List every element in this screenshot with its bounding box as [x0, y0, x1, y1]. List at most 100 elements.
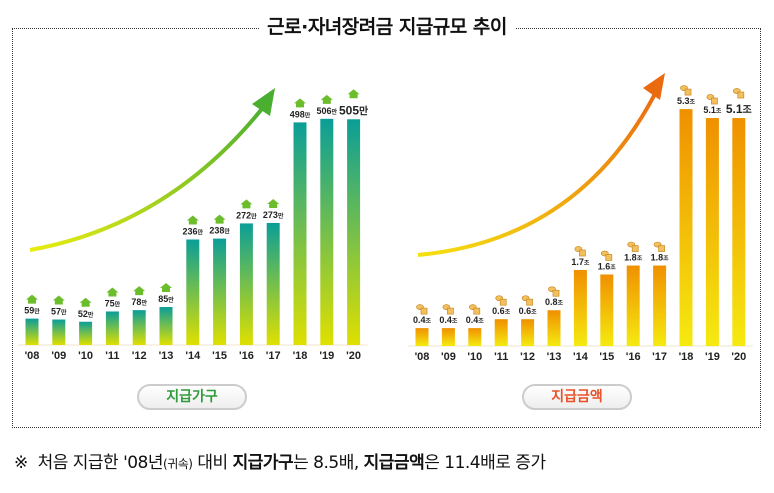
- footnote-bold2: 지급금액: [363, 453, 425, 473]
- footnote-text3: 는 8.5배,: [293, 453, 364, 473]
- footnote-paren: (귀속): [163, 457, 193, 471]
- coins-icon-stack: [420, 307, 428, 315]
- house-icon: [160, 283, 172, 293]
- bar-20: [732, 118, 746, 346]
- x-tick-label: '18: [679, 351, 694, 363]
- x-tick-label: '18: [293, 350, 308, 362]
- x-tick-label: '17: [652, 351, 667, 363]
- coins-icon-stack: [579, 249, 586, 257]
- footnote-bold1: 지급가구: [232, 453, 294, 473]
- house-icon: [347, 89, 360, 99]
- data-label: 0.6조: [492, 306, 511, 316]
- x-tick-label: '20: [731, 351, 746, 363]
- x-tick-label: '09: [441, 351, 456, 363]
- legend-households-label: 지급가구: [166, 389, 218, 405]
- x-tick-label: '10: [467, 351, 482, 363]
- bar-15: [213, 238, 227, 345]
- data-label: 1.8조: [651, 253, 670, 263]
- x-tick-label: '13: [547, 351, 562, 363]
- bar-15: [600, 274, 614, 346]
- x-tick-label: '15: [599, 351, 614, 363]
- x-tick-label: '20: [346, 350, 361, 362]
- x-tick-label: '19: [705, 351, 720, 363]
- data-label: 5.3조: [677, 96, 696, 106]
- bar-19: [320, 118, 334, 346]
- footnote: ※ 처음 지급한 '08년(귀속) 대비 지급가구는 8.5배, 지급금액은 1…: [14, 448, 546, 473]
- data-label: 1.8조: [624, 253, 643, 263]
- legend-amount: 지급금액: [522, 384, 632, 410]
- coins-icon-stack: [447, 307, 454, 315]
- house-icon: [26, 294, 38, 304]
- footnote-text1: 처음 지급한 '08년: [37, 453, 164, 473]
- footnote-text2: 대비: [197, 453, 228, 473]
- x-tick-label: '16: [626, 351, 641, 363]
- bar-08: [415, 328, 429, 346]
- charts-svg: 59만 '08 57만 '09 52만 '10 75만 '11 78만 '12 85만 '13 236만…: [18, 73, 753, 363]
- x-tick-label: '17: [266, 350, 281, 362]
- bar-12: [132, 310, 146, 345]
- data-label: 59만: [24, 306, 40, 316]
- house-icon: [106, 287, 119, 297]
- bar-12: [521, 319, 535, 346]
- x-tick-label: '12: [520, 351, 535, 363]
- bar-10: [468, 328, 482, 346]
- coins-icon-stack: [658, 245, 665, 252]
- data-label: 5.1조: [726, 102, 752, 116]
- x-tick-label: '08: [25, 350, 40, 362]
- data-label: 78만: [131, 297, 147, 307]
- house-icon: [133, 286, 146, 296]
- data-label: 0.6조: [519, 306, 538, 316]
- data-label: 57만: [51, 307, 67, 317]
- footnote-mark: ※: [14, 453, 28, 473]
- chart-title: 근로·자녀장려금 지급규모 추이: [0, 12, 774, 39]
- data-label: 1.7조: [571, 257, 590, 267]
- data-label: 1.6조: [598, 261, 617, 271]
- coins-icon-stack: [684, 88, 692, 96]
- x-tick-label: '16: [239, 350, 254, 362]
- data-label: 0.8조: [545, 297, 564, 307]
- coins-icon-stack: [605, 254, 613, 261]
- house-icon: [320, 94, 333, 104]
- legend-amount-label: 지급금액: [551, 389, 603, 405]
- title-text: 근로·자녀장려금 지급규모 추이: [259, 16, 515, 38]
- x-tick-label: '13: [159, 350, 174, 362]
- data-label: 238만: [209, 226, 230, 236]
- bar-18: [293, 122, 307, 345]
- arrow-head-amount: [643, 73, 665, 100]
- footnote-text4: 은 11.4배로 증가: [424, 453, 546, 473]
- bar-16: [626, 265, 640, 346]
- house-icon: [79, 297, 92, 307]
- house-icon: [213, 214, 226, 224]
- bar-14: [573, 270, 587, 346]
- bar-14: [186, 239, 200, 345]
- data-label: 273만: [263, 210, 284, 220]
- bar-09: [52, 319, 66, 345]
- coins-icon-stack: [737, 91, 745, 99]
- data-label: 505만: [339, 103, 369, 117]
- x-tick-label: '10: [78, 350, 93, 362]
- bar-17: [653, 265, 667, 346]
- house-icon: [186, 215, 199, 225]
- bar-16: [239, 223, 253, 345]
- bar-18: [679, 109, 693, 346]
- data-label: 52만: [78, 309, 94, 319]
- arrow-head-households: [252, 88, 275, 116]
- x-tick-label: '12: [132, 350, 147, 362]
- data-label: 236만: [183, 227, 204, 237]
- data-label: 272만: [236, 210, 257, 220]
- data-label: 506만: [317, 106, 338, 116]
- legend-households: 지급가구: [137, 384, 247, 410]
- bar-08: [25, 318, 39, 345]
- trend-arrow-households: [29, 103, 267, 252]
- data-label: 5.1조: [703, 105, 722, 115]
- x-tick-label: '08: [415, 351, 430, 363]
- x-tick-label: '14: [185, 350, 201, 362]
- coins-icon-stack: [499, 298, 507, 306]
- coins-icon-stack: [631, 245, 639, 252]
- bar-10: [79, 321, 93, 345]
- coins-icon-stack: [552, 289, 560, 297]
- coins-icon-stack: [526, 298, 533, 306]
- x-tick-label: '15: [212, 350, 227, 362]
- house-icon: [52, 295, 65, 305]
- x-tick-label: '11: [105, 350, 119, 362]
